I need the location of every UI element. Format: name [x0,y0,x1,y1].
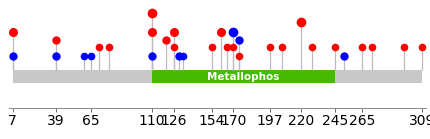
Bar [12,70,422,83]
Bar [152,70,335,83]
Text: Metallophos: Metallophos [207,72,280,82]
